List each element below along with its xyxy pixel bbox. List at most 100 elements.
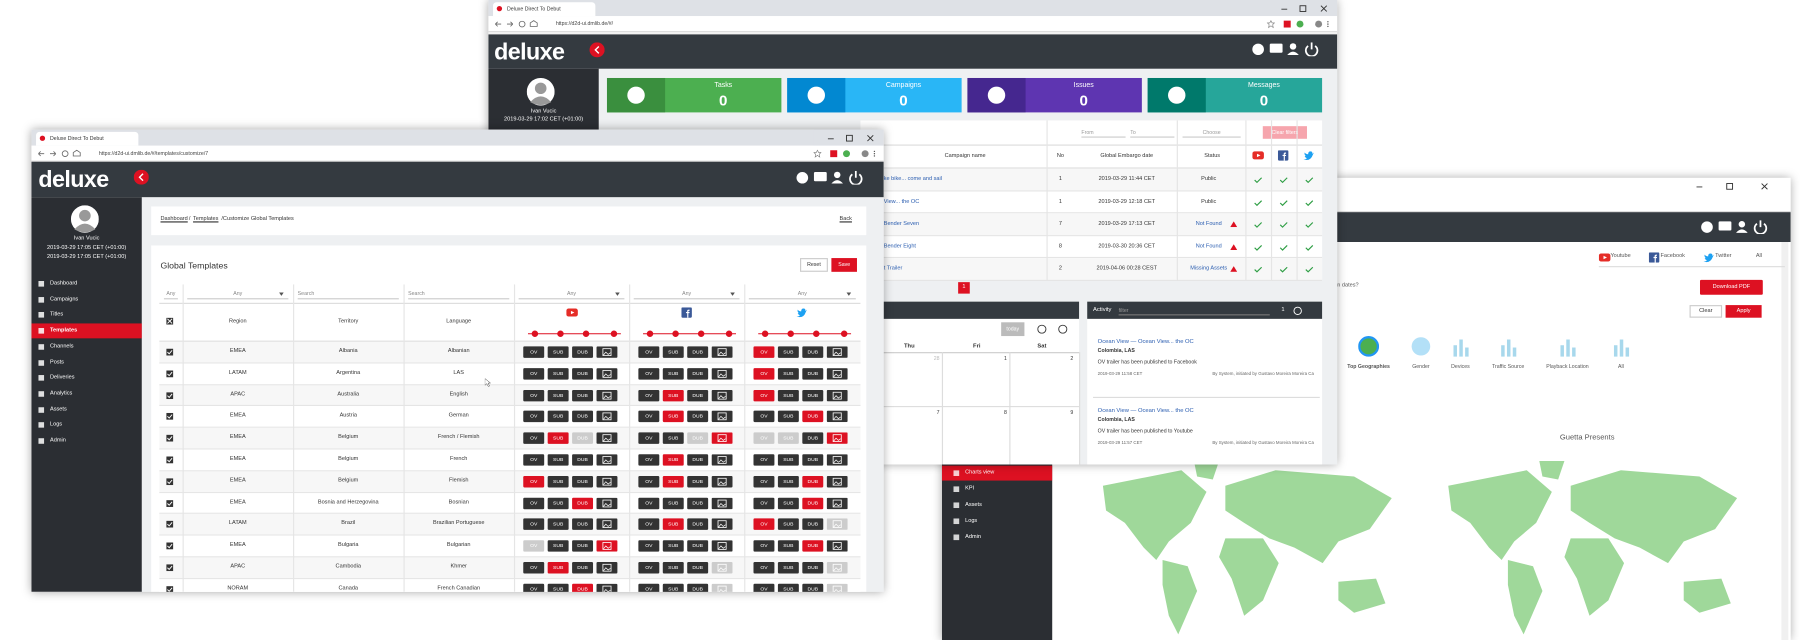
image-button[interactable] [826,367,848,380]
version-button[interactable]: DUB [687,518,709,531]
menu-item[interactable]: Assets [49,406,67,413]
version-button[interactable]: DUB [802,432,824,445]
version-button[interactable]: OV [638,389,660,401]
image-button[interactable] [596,497,618,509]
version-button[interactable]: OV [523,497,545,509]
activity-link[interactable]: Ocean View — Ocean View... the OC [1097,407,1194,415]
menu-item[interactable]: Admin [49,438,66,444]
version-button[interactable]: OV [753,518,775,531]
version-button[interactable]: DUB [572,346,594,358]
column-filter[interactable]: Any [633,287,740,300]
image-button[interactable] [826,497,848,509]
menu-item[interactable]: Deliveries [49,375,75,382]
version-button[interactable]: OV [638,454,660,466]
campaign-name[interactable]: View... the OC [883,199,920,205]
image-button[interactable] [711,346,733,358]
version-button[interactable]: DUB [802,411,824,423]
version-button[interactable]: OV [753,454,775,466]
campaign-name[interactable]: ke bike... come and sail [883,176,943,183]
version-button[interactable]: OV [753,432,775,445]
version-button[interactable]: OV [523,411,545,423]
version-button[interactable]: SUB [547,518,569,531]
platform-tab[interactable]: All [1755,253,1763,260]
column-filter[interactable]: Any [163,287,178,300]
column-header[interactable]: Territory [338,318,359,325]
image-button[interactable] [711,432,733,445]
version-button[interactable]: SUB [547,583,569,592]
image-button[interactable] [711,518,733,531]
version-button[interactable]: DUB [802,454,824,466]
browser-tab[interactable]: Deluxe Direct To Debut [36,131,139,146]
version-button[interactable]: SUB [662,540,684,552]
version-button[interactable]: SUB [662,454,684,466]
image-button[interactable] [826,583,848,592]
column-header[interactable]: Language [446,318,472,325]
version-button[interactable]: SUB [777,346,799,358]
version-button[interactable]: SUB [662,346,684,358]
metric-label[interactable]: Top Geographies [1347,363,1390,370]
version-button[interactable]: SUB [547,346,569,358]
version-button[interactable]: DUB [572,411,594,423]
menu-item[interactable]: Admin [965,534,981,541]
image-button[interactable] [711,497,733,509]
image-button[interactable] [826,432,848,445]
version-button[interactable]: DUB [687,346,709,358]
version-button[interactable]: DUB [687,497,709,509]
image-button[interactable] [826,562,848,574]
column-header[interactable]: No [1056,153,1065,160]
version-button[interactable]: OV [638,518,660,531]
image-button[interactable] [826,411,848,423]
image-button[interactable] [596,540,618,552]
version-button[interactable]: OV [638,367,660,380]
menu-item[interactable]: Titles [49,312,64,319]
menu-item[interactable]: Templates [49,328,78,334]
version-button[interactable]: OV [523,389,545,401]
page-button[interactable]: 1 [958,282,970,294]
image-button[interactable] [596,432,618,445]
image-button[interactable] [711,583,733,592]
platform-tab[interactable]: Twitter [1715,253,1732,260]
version-button[interactable]: SUB [777,389,799,401]
image-button[interactable] [711,411,733,423]
menu-item[interactable]: Channels [49,343,74,350]
image-button[interactable] [596,562,618,574]
apply-button[interactable]: Apply [1725,305,1762,318]
image-button[interactable] [711,540,733,552]
version-button[interactable]: OV [753,367,775,380]
activity-link[interactable]: Ocean View — Ocean View... the OC [1097,338,1194,346]
image-button[interactable] [711,475,733,488]
campaign-name[interactable]: Bender Eight [883,244,916,250]
version-button[interactable]: OV [638,411,660,423]
version-button[interactable]: OV [753,389,775,401]
menu-item[interactable]: Posts [49,359,64,366]
image-button[interactable] [596,518,618,531]
version-button[interactable]: DUB [802,475,824,488]
version-button[interactable]: OV [638,475,660,488]
version-button[interactable]: DUB [802,583,824,592]
column-header[interactable]: Global Embargo date [1100,153,1154,160]
version-button[interactable]: OV [523,518,545,531]
image-button[interactable] [711,367,733,380]
version-button[interactable]: DUB [572,367,594,380]
version-button[interactable]: SUB [777,518,799,531]
version-button[interactable]: OV [753,475,775,488]
version-button[interactable]: SUB [547,454,569,466]
version-button[interactable]: SUB [662,583,684,592]
version-button[interactable]: OV [638,432,660,445]
version-button[interactable]: DUB [802,540,824,552]
version-button[interactable]: OV [523,475,545,488]
metric-label[interactable]: Devices [1451,363,1470,370]
menu-item[interactable]: Analytics [49,390,73,397]
version-button[interactable]: DUB [802,518,824,531]
column-header[interactable]: Region [228,318,247,325]
image-button[interactable] [711,389,733,401]
column-filter[interactable]: Search [408,287,510,300]
version-button[interactable]: SUB [777,497,799,509]
activity-filter[interactable]: filter [1118,305,1270,316]
reset-button[interactable]: Reset [799,258,828,272]
version-button[interactable]: DUB [802,367,824,380]
metric-label[interactable]: Gender [1412,363,1430,370]
image-button[interactable] [596,389,618,401]
version-button[interactable]: SUB [777,540,799,552]
version-button[interactable]: OV [753,411,775,423]
